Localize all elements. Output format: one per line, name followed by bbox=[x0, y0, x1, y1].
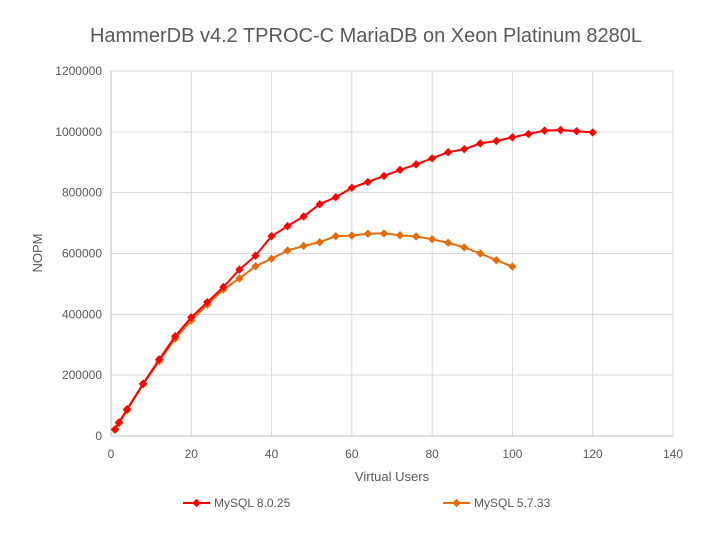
y-tick-label: 1000000 bbox=[55, 125, 102, 139]
data-point bbox=[299, 212, 308, 221]
data-point bbox=[379, 229, 389, 238]
data-point bbox=[347, 183, 357, 192]
y-tick-label: 0 bbox=[95, 429, 102, 443]
series-line-1 bbox=[114, 232, 513, 431]
data-point bbox=[331, 231, 340, 241]
data-point bbox=[235, 265, 244, 274]
data-point bbox=[171, 332, 180, 341]
data-point bbox=[588, 128, 597, 137]
data-point bbox=[492, 255, 501, 265]
data-point bbox=[219, 282, 228, 292]
data-point bbox=[363, 229, 373, 238]
chart-title: HammerDB v4.2 TPROC-C MariaDB on Xeon Pl… bbox=[90, 25, 642, 47]
data-point bbox=[114, 418, 124, 427]
data-point bbox=[508, 133, 517, 142]
x-tick-label: 60 bbox=[345, 447, 359, 461]
data-point bbox=[427, 154, 437, 163]
legend-marker bbox=[192, 498, 201, 508]
y-axis-title: NOPM bbox=[30, 234, 45, 273]
data-point bbox=[524, 129, 533, 139]
y-tick-label: 1200000 bbox=[55, 64, 102, 78]
x-tick-label: 100 bbox=[502, 447, 522, 461]
data-point bbox=[492, 136, 501, 146]
data-point bbox=[235, 274, 244, 283]
data-point bbox=[540, 126, 549, 135]
data-point bbox=[251, 251, 260, 260]
data-point bbox=[315, 238, 324, 247]
data-point bbox=[444, 238, 453, 248]
data-point bbox=[411, 232, 421, 241]
data-point bbox=[283, 221, 292, 231]
x-tick-label: 40 bbox=[265, 447, 279, 461]
y-tick-label: 400000 bbox=[62, 307, 102, 321]
data-point bbox=[427, 235, 437, 244]
data-point bbox=[267, 231, 276, 241]
data-point bbox=[154, 355, 164, 364]
data-point bbox=[283, 246, 292, 255]
y-tick-label: 800000 bbox=[62, 186, 102, 200]
data-point bbox=[299, 241, 308, 251]
data-point bbox=[267, 254, 276, 263]
data-point bbox=[444, 148, 453, 157]
x-tick-label: 20 bbox=[185, 447, 199, 461]
data-point bbox=[508, 262, 517, 271]
x-tick-label: 0 bbox=[108, 447, 115, 461]
data-point bbox=[122, 405, 132, 414]
gridlines bbox=[111, 70, 674, 436]
y-tick-label: 200000 bbox=[62, 368, 102, 382]
data-point bbox=[556, 125, 565, 135]
legend-label: MySQL 8.0.25 bbox=[214, 496, 291, 510]
legend-label: MySQL 5.7.33 bbox=[474, 496, 551, 510]
data-point bbox=[395, 165, 405, 175]
y-tick-label: 600000 bbox=[62, 247, 102, 261]
data-point bbox=[138, 379, 148, 388]
legend: MySQL 8.0.25 MySQL 5.7.33 bbox=[183, 496, 551, 510]
legend-marker bbox=[452, 498, 461, 508]
plot-area bbox=[110, 125, 597, 435]
x-axis-title: Virtual Users bbox=[355, 469, 430, 484]
data-point bbox=[363, 177, 373, 187]
data-point bbox=[187, 313, 196, 322]
data-point bbox=[379, 171, 389, 181]
data-point bbox=[476, 249, 485, 258]
data-point bbox=[411, 160, 421, 169]
data-point bbox=[251, 262, 260, 271]
data-point bbox=[203, 297, 212, 307]
x-tick-label: 140 bbox=[663, 447, 683, 461]
data-point bbox=[331, 193, 340, 202]
x-tick-label: 80 bbox=[425, 447, 439, 461]
data-point bbox=[110, 425, 120, 434]
data-point bbox=[347, 231, 357, 240]
data-point bbox=[572, 127, 581, 136]
data-point bbox=[460, 144, 469, 154]
data-point bbox=[315, 200, 324, 209]
data-point bbox=[460, 243, 469, 252]
x-tick-label: 120 bbox=[583, 447, 603, 461]
series-line-0 bbox=[114, 129, 593, 430]
data-point bbox=[395, 231, 405, 240]
axes: 0 200000 400000 600000 800000 1000000 1200000 0… bbox=[55, 64, 683, 461]
data-point bbox=[476, 139, 485, 148]
